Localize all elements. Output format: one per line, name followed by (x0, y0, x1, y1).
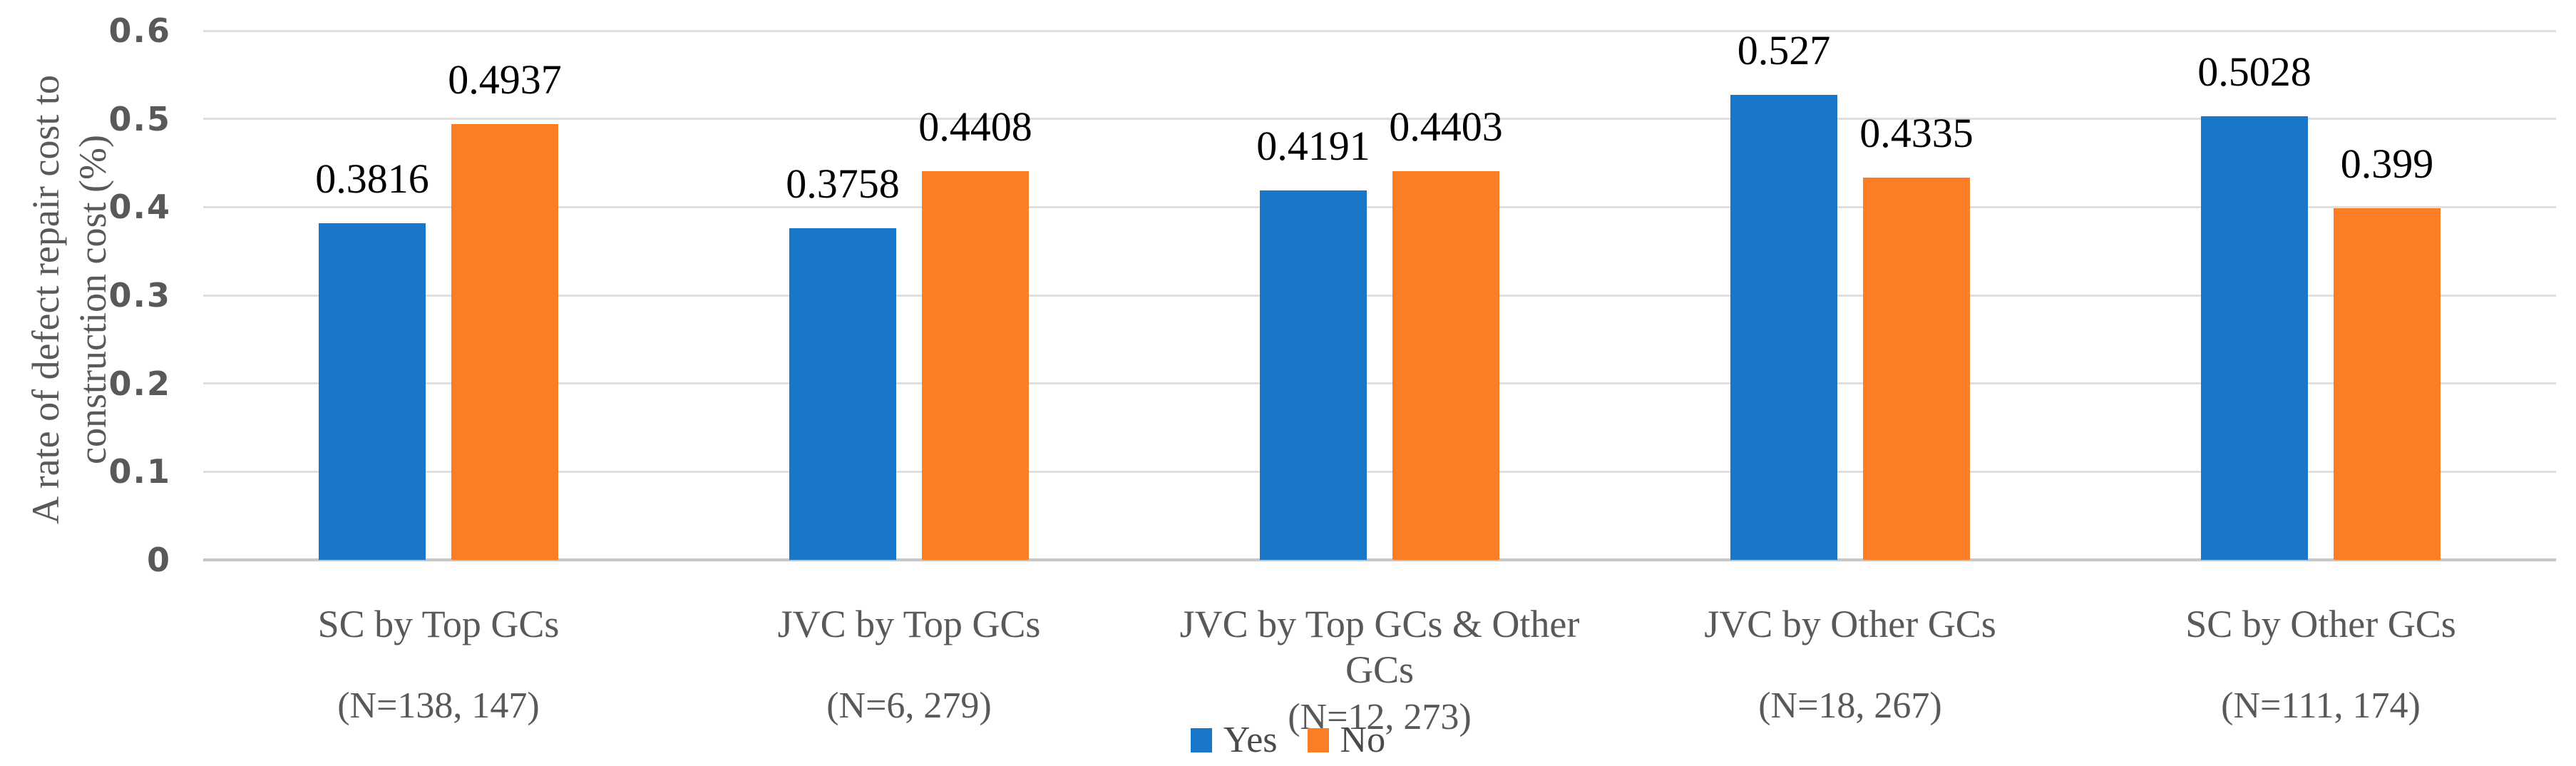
bar-value-label: 0.5028 (2197, 48, 2311, 96)
category-label-line: SC by Other GCs (2185, 603, 2456, 645)
category-label-1: JVC by Top GCs (674, 601, 1144, 647)
bar-no-4 (2334, 208, 2441, 560)
legend-item-no: No (1307, 720, 1386, 760)
gridline (203, 29, 2556, 32)
sample-size-label-0: (N=138, 147) (337, 685, 540, 726)
gridline (203, 205, 2556, 208)
gridline (203, 118, 2556, 121)
bar-yes-2 (1260, 190, 1367, 560)
bar-value-label: 0.3816 (315, 155, 429, 203)
bar-no-2 (1392, 171, 1499, 560)
y-tick-label: 0.4 (108, 188, 171, 227)
bar-value-label: 0.4335 (1859, 109, 1974, 156)
bar-no-0 (451, 124, 558, 560)
category-label-3: JVC by Other GCs (1615, 601, 2085, 647)
bar-yes-0 (319, 223, 426, 560)
category-label-line: JVC by Top GCs & Other (1179, 603, 1580, 645)
category-label-line: GCs (1345, 648, 1415, 691)
bar-value-label: 0.4937 (448, 56, 562, 103)
bar-yes-1 (789, 228, 896, 560)
category-label-0: SC by Top GCs (203, 601, 674, 647)
bar-value-label: 0.4408 (918, 103, 1032, 150)
y-tick-label: 0.6 (108, 11, 171, 50)
bar-no-1 (922, 170, 1029, 560)
gridline (203, 470, 2556, 473)
bar-value-label: 0.399 (2340, 140, 2434, 187)
y-tick-label: 0.2 (108, 364, 171, 403)
sample-size-label-4: (N=111, 174) (2221, 685, 2421, 726)
category-label-2: JVC by Top GCs & Other GCs (1144, 601, 1615, 693)
legend-swatch-no (1307, 728, 1329, 752)
bar-yes-3 (1730, 95, 1837, 560)
gridline (203, 294, 2556, 297)
legend-label-yes: Yes (1223, 720, 1278, 760)
sample-size-label-3: (N=18, 267) (1758, 685, 1942, 726)
sample-size-label-1: (N=6, 279) (826, 685, 992, 726)
legend-swatch-yes (1190, 728, 1212, 752)
bar-yes-4 (2201, 116, 2308, 560)
bar-value-label: 0.4403 (1389, 103, 1503, 150)
bar-no-3 (1863, 177, 1970, 560)
y-tick-label: 0.3 (108, 276, 171, 315)
bar-value-label: 0.4191 (1256, 122, 1370, 169)
y-tick-label: 0.1 (108, 452, 171, 491)
x-axis-baseline (203, 558, 2556, 561)
gridline (203, 382, 2556, 385)
y-tick-label: 0.5 (108, 99, 171, 138)
category-label-line: JVC by Other GCs (1704, 603, 1996, 645)
bar-value-label: 0.3758 (786, 160, 900, 208)
category-label-line: SC by Top GCs (317, 603, 560, 645)
legend: Yes No (0, 719, 2576, 762)
category-label-line: JVC by Top GCs (777, 603, 1041, 645)
y-tick-label: 0 (146, 541, 171, 579)
category-label-4: SC by Other GCs (2085, 601, 2556, 647)
legend-item-yes: Yes (1190, 720, 1278, 760)
legend-label-no: No (1340, 720, 1386, 760)
bar-value-label: 0.527 (1737, 27, 1831, 74)
